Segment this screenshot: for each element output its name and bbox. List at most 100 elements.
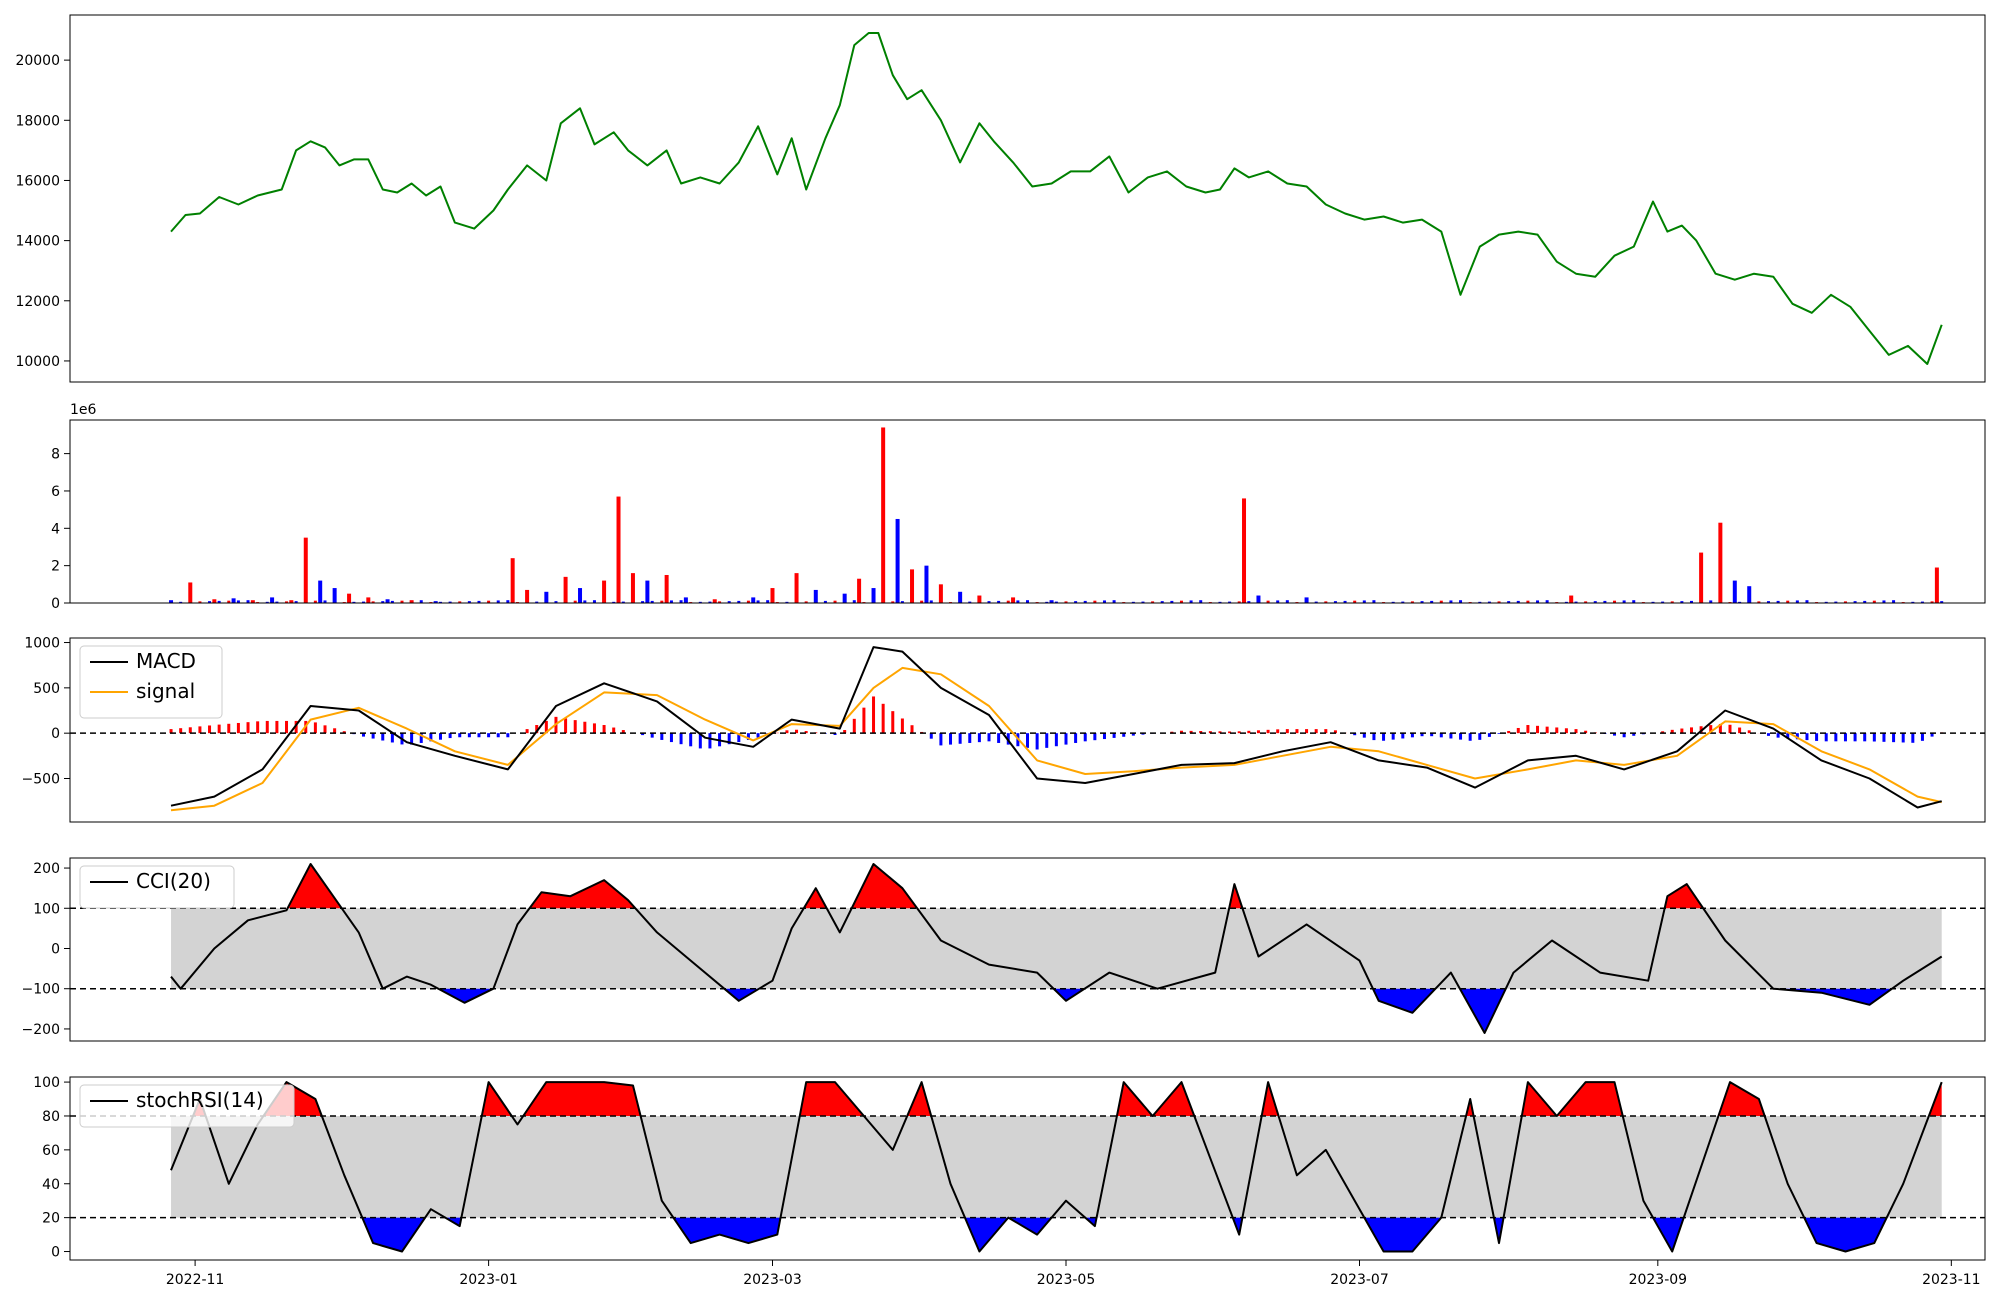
volume-bar <box>1112 600 1116 603</box>
volume-bar <box>270 597 275 603</box>
y-tick-label: −500 <box>22 771 60 787</box>
plot-frame <box>69 637 1986 823</box>
macd-histogram-bar <box>689 733 693 747</box>
volume-bar <box>612 601 616 603</box>
volume-bar <box>1179 600 1183 603</box>
volume-bar <box>1054 601 1058 603</box>
macd-histogram-bar <box>1054 733 1058 747</box>
volume-bar <box>1507 601 1511 603</box>
volume-bar <box>525 589 530 603</box>
y-tick-label: 0 <box>51 596 60 612</box>
volume-bar <box>1516 600 1520 603</box>
volume-bar <box>1911 601 1915 603</box>
macd-histogram-bar <box>852 718 856 734</box>
volume-bar <box>250 600 255 603</box>
macd-histogram-bar <box>785 730 789 734</box>
volume-bar <box>438 601 442 603</box>
macd-histogram-bar <box>900 718 904 734</box>
volume-bar <box>1892 600 1896 603</box>
volume-bar <box>1569 595 1574 603</box>
volume-bar <box>467 601 471 603</box>
y-tick-label: 18000 <box>15 113 60 129</box>
volume-bar <box>1064 601 1068 603</box>
volume-bar <box>1189 600 1193 603</box>
macd-histogram-bar <box>208 725 212 734</box>
x-tick-label: 2023-05 <box>1037 1272 1096 1288</box>
macd-histogram-bar <box>1314 729 1318 734</box>
volume-bar <box>1940 601 1944 603</box>
macd-histogram-bar <box>265 720 269 734</box>
macd-histogram-bar <box>1622 733 1626 738</box>
y-tick-label: 8 <box>51 447 60 463</box>
volume-bar <box>1766 601 1770 603</box>
volume-bar <box>419 600 423 603</box>
volume-bar <box>1718 522 1723 603</box>
macd-histogram-bar <box>727 733 731 745</box>
macd-histogram-bar <box>179 728 183 734</box>
volume-bar <box>997 600 1001 603</box>
volume-bar <box>227 600 231 603</box>
volume-bar <box>1391 601 1395 603</box>
volume-bar <box>1593 601 1597 603</box>
volume-bar <box>347 593 352 603</box>
macd-histogram-bar <box>1872 733 1876 742</box>
volume-bar <box>1786 600 1790 603</box>
macd-histogram-bar <box>1208 731 1212 734</box>
volume-bar <box>804 601 808 603</box>
volume-bar <box>833 600 837 603</box>
macd-histogram-bar <box>1362 733 1366 738</box>
volume-bar <box>770 588 775 603</box>
volume-bar <box>1430 600 1434 603</box>
macd-histogram-bar <box>939 733 943 746</box>
macd-histogram-bar <box>429 733 433 742</box>
macd-histogram-bar <box>958 733 962 744</box>
overbought-fill <box>799 1082 864 1116</box>
oversold-fill <box>1653 1217 1684 1252</box>
macd-histogram-bar <box>968 733 972 743</box>
volume-bar <box>746 600 750 603</box>
legend-box <box>79 1084 295 1128</box>
volume-bar <box>664 574 669 603</box>
macd-histogram-bar <box>997 733 1001 743</box>
x-tick-label: 2023-11 <box>1922 1272 1981 1288</box>
volume-bar <box>679 600 683 603</box>
macd-histogram-bar <box>1526 725 1530 734</box>
volume-bar <box>1170 600 1174 603</box>
price-panel: 10000 12000 14000 16000 18000 20000 <box>15 14 1986 383</box>
volume-bar <box>1689 600 1693 603</box>
oversold-fill <box>1053 988 1085 1001</box>
macd-histogram-bar <box>1766 733 1770 736</box>
volume-bar <box>275 601 279 603</box>
volume-bar <box>1006 600 1010 603</box>
volume-bar <box>920 600 924 603</box>
macd-histogram-bar <box>371 733 375 739</box>
macd-histogram-bar <box>1199 731 1203 734</box>
macd-histogram-bar <box>1507 730 1511 734</box>
volume-bar <box>535 601 539 603</box>
macd-histogram-bar <box>881 703 885 734</box>
y-tick-label: 0 <box>51 941 60 957</box>
macd-histogram-bar <box>1035 733 1039 750</box>
volume-bar <box>583 600 587 603</box>
volume-bar <box>813 589 818 603</box>
volume-bar <box>1699 552 1704 603</box>
macd-histogram-bar <box>708 733 712 749</box>
macd-histogram-bar <box>679 733 683 745</box>
volume-bar <box>895 518 900 603</box>
volume-bar <box>1709 600 1713 603</box>
macd-histogram-bar <box>1747 730 1751 734</box>
macd-histogram-bar <box>650 733 654 738</box>
macd-histogram-bar <box>1064 733 1068 745</box>
overbought-fill <box>1718 1082 1765 1116</box>
macd-histogram-bar <box>1237 731 1241 734</box>
x-tick-label: 2023-09 <box>1629 1272 1688 1288</box>
volume-bar <box>1199 600 1203 603</box>
macd-histogram-bar <box>1863 733 1867 742</box>
macd-histogram-bar <box>323 725 327 734</box>
y-tick-label: 20 <box>42 1211 60 1227</box>
macd-histogram-bar <box>1372 733 1376 741</box>
macd-histogram-bar <box>737 733 741 743</box>
macd-histogram-bar <box>910 725 914 734</box>
volume-bar <box>929 600 933 603</box>
oversold-fill <box>1373 988 1436 1013</box>
